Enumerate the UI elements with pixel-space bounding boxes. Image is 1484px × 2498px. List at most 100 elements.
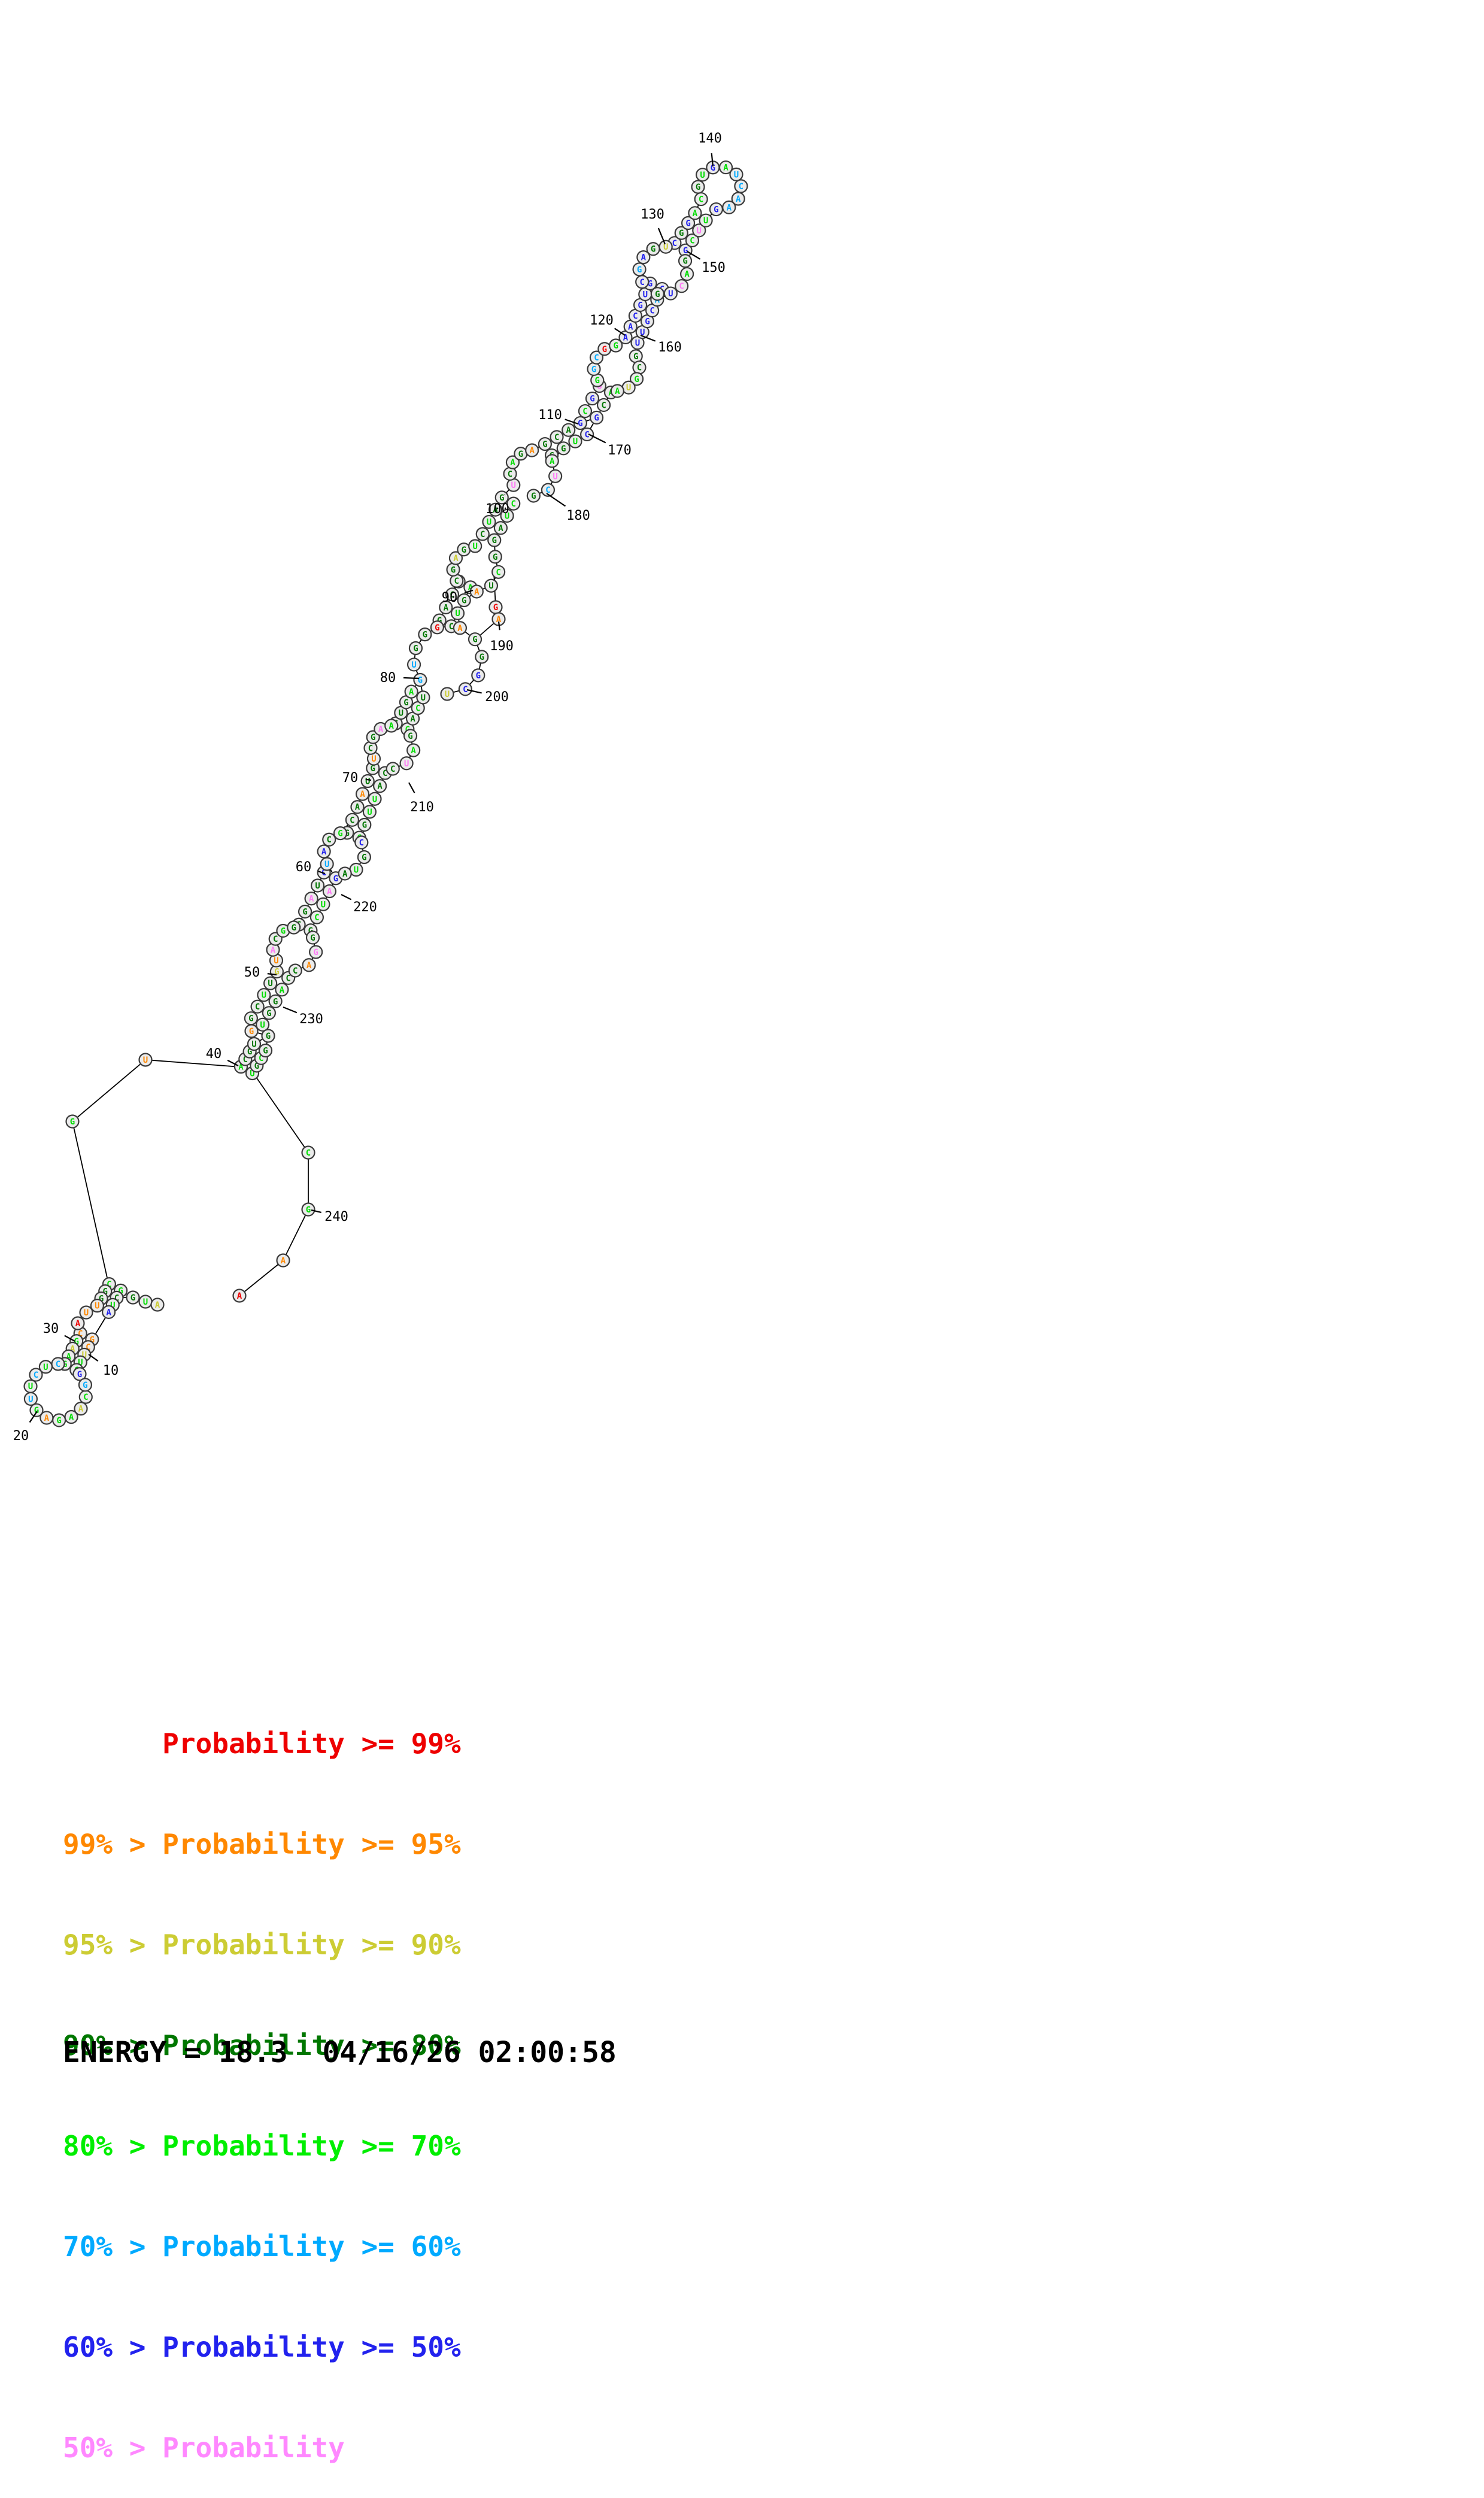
nucleotide-letter: C — [496, 568, 500, 577]
nucleotide-letter: A — [615, 387, 620, 396]
nucleotide-letter: A — [355, 803, 360, 813]
nucleotide-letter: C — [83, 1393, 88, 1402]
nucleotide-letter: A — [641, 253, 647, 263]
nucleotide-letter: U — [697, 226, 702, 236]
nucleotide-letter: G — [56, 1416, 61, 1426]
nucleotide-letter: G — [263, 1047, 268, 1056]
nucleotide-letter: G — [281, 926, 286, 936]
nucleotide-letter: G — [685, 219, 690, 228]
position-label: 180 — [566, 508, 590, 523]
position-label: 110 — [538, 408, 562, 423]
nucleotide-letter: U — [399, 708, 403, 718]
nucleotide-letter: C — [306, 1148, 311, 1158]
nucleotide-letter: C — [554, 433, 559, 442]
nucleotide-letter: G — [518, 450, 523, 459]
nucleotide-letter: A — [453, 554, 459, 563]
nucleotide-letter: G — [302, 907, 307, 917]
nucleotide-letter: G — [602, 345, 607, 354]
nucleotide-letter: G — [310, 933, 315, 943]
label-leader-line — [547, 493, 565, 506]
nucleotide-letter: C — [480, 530, 485, 539]
nucleotide-letter: A — [628, 322, 633, 332]
nucleotide-letter: A — [342, 869, 348, 879]
nucleotide-letter: U — [663, 242, 668, 252]
nucleotide-letter: A — [411, 746, 416, 756]
nucleotide-letter: G — [493, 603, 498, 613]
nucleotide-letter: G — [578, 419, 582, 429]
nucleotide-letter: G — [249, 1027, 254, 1036]
nucleotide-letter: A — [550, 457, 555, 466]
nucleotide-letter: A — [498, 524, 503, 533]
nucleotide-letter: C — [449, 622, 454, 632]
nucleotide-letter: G — [472, 635, 477, 645]
nucleotide-letter: G — [292, 923, 296, 933]
legend-line: 60% > Probability >= 50% — [63, 2330, 461, 2364]
backbone-segment — [145, 1060, 241, 1067]
probability-legend: Probability >= 99% 99% > Probability >= … — [63, 1660, 461, 2498]
nucleotide-letter: C — [34, 1371, 38, 1380]
nucleotide-letter: A — [457, 624, 463, 633]
nucleotide-letter: A — [237, 1292, 242, 1301]
nucleotide-letter: G — [362, 820, 367, 830]
nucleotide-letter: U — [262, 991, 266, 1001]
nucleotide-letter: U — [472, 542, 477, 551]
nucleotide-letter: A — [693, 209, 698, 219]
nucleotide-letter: G — [333, 874, 338, 884]
nucleotide-letter: U — [573, 437, 578, 447]
nucleotide-letter: U — [143, 1056, 148, 1065]
nucleotide-letter: U — [28, 1382, 33, 1392]
nucleotide-letter: U — [404, 759, 409, 769]
nucleotide-letter: G — [423, 630, 427, 640]
nucleotide-letter: C — [56, 1360, 60, 1369]
backbone-segment — [283, 1209, 308, 1260]
nucleotide-letter: A — [306, 961, 312, 971]
nucleotide-letter: C — [293, 966, 298, 976]
position-label: 230 — [299, 1012, 323, 1027]
nucleotide-letter: C — [511, 499, 516, 509]
nucleotide-letter: G — [435, 623, 439, 633]
nucleotide-letter: C — [314, 913, 319, 923]
nucleotide-letter: C — [601, 401, 606, 410]
nucleotide-letter: U — [95, 1302, 99, 1311]
legend-line: 99% > Probability >= 95% — [63, 1827, 461, 1861]
nucleotide-letter: U — [700, 171, 705, 180]
nucleotide-letter: U — [354, 866, 359, 875]
nucleotide-letter: C — [739, 182, 743, 192]
nucleotide-letter: G — [266, 1009, 271, 1018]
nucleotide-letter: G — [476, 671, 481, 681]
nucleotide-letter: A — [44, 1414, 50, 1423]
nucleotide-letter: U — [668, 289, 673, 299]
nucleotide-letter: U — [635, 339, 640, 348]
nucleotide-letter: A — [360, 790, 365, 799]
nucleotide-letter: A — [69, 1412, 74, 1422]
nucleotide-letter: G — [542, 440, 547, 450]
nucleotide-letter: U — [43, 1363, 48, 1372]
nucleotide-letter: G — [633, 352, 638, 362]
nucleotide-letter: G — [451, 565, 456, 575]
legend-line: 80% > Probability >= 70% — [63, 2129, 461, 2163]
nucleotide-letter: A — [474, 587, 480, 597]
position-label: 70 — [342, 771, 359, 786]
backbone-segment — [72, 1121, 108, 1283]
nucleotide-letter: G — [462, 545, 466, 555]
nucleotide-letter: A — [723, 163, 729, 173]
position-label: 220 — [353, 900, 377, 915]
nucleotide-letter: A — [155, 1300, 160, 1310]
nucleotide-letter: A — [409, 687, 414, 697]
nucleotide-letter: C — [594, 353, 599, 363]
nucleotide-letter: C — [633, 311, 638, 321]
nucleotide-letter: A — [684, 270, 690, 280]
nucleotides: GCCGUGAUGCCGUAUACGAUCGGCUGGUCGUGUAGCCGGC… — [25, 161, 748, 1426]
nucleotide-letter: U — [553, 472, 557, 481]
nucleotide-letter: C — [582, 407, 587, 417]
energy-text: ENERGY = 18.3 04/16/26 02:00:58 — [63, 2036, 617, 2069]
nucleotide-letter: G — [266, 1032, 271, 1041]
nucleotide-letter: U — [143, 1297, 148, 1307]
nucleotide-letter: U — [488, 581, 493, 591]
nucleotide-letter: U — [274, 956, 278, 966]
nucleotide-letter: G — [634, 375, 639, 384]
nucleotide-letter: G — [591, 365, 596, 374]
position-label: 60 — [296, 860, 312, 875]
nucleotide-letter: G — [462, 596, 466, 606]
nucleotide-letter: G — [590, 395, 594, 404]
